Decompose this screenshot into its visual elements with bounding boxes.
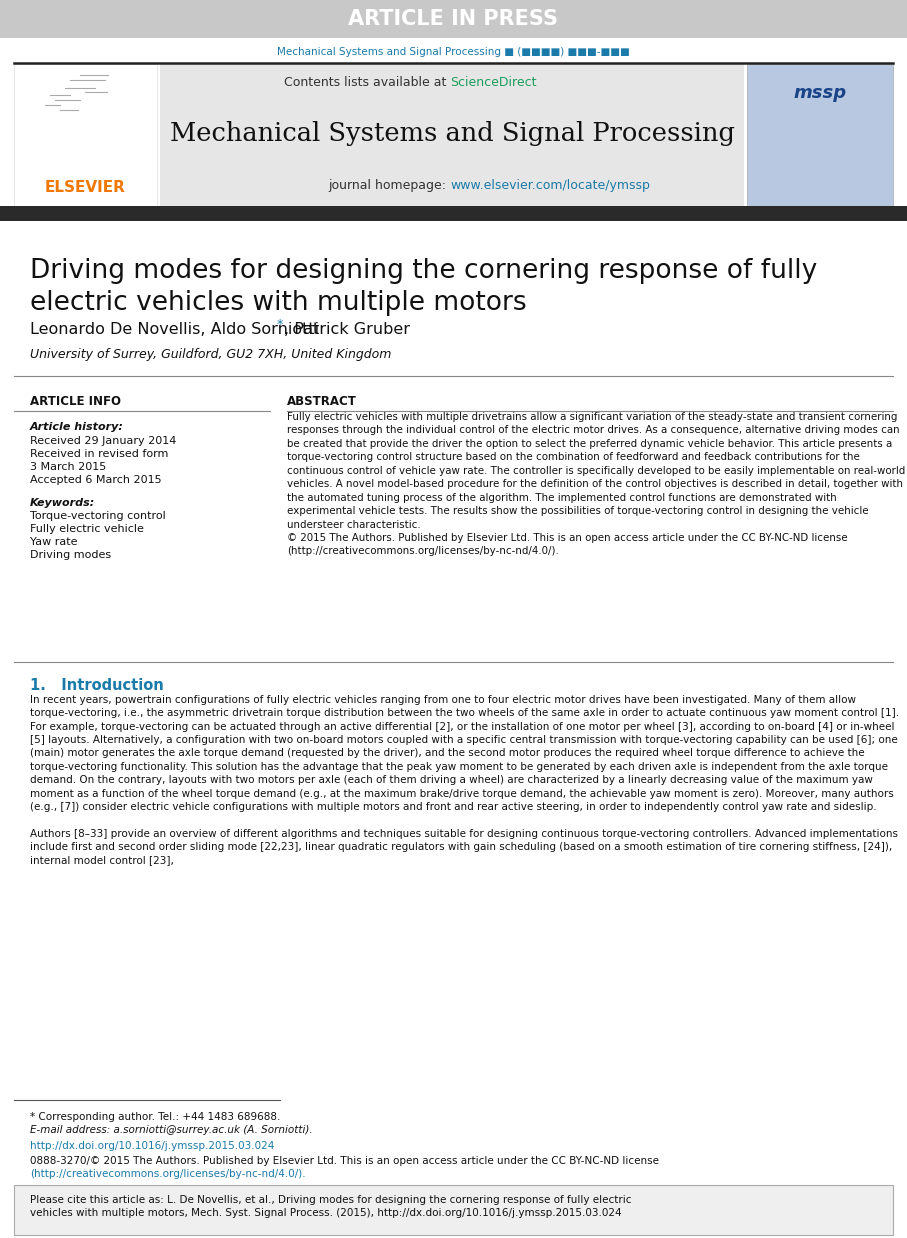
Text: ELSEVIER: ELSEVIER: [44, 181, 125, 196]
Text: electric vehicles with multiple motors: electric vehicles with multiple motors: [30, 290, 527, 316]
Text: Mechanical Systems and Signal Processing: Mechanical Systems and Signal Processing: [170, 120, 735, 146]
Text: Contents lists available at: Contents lists available at: [284, 76, 450, 88]
Bar: [0, 0, 907, 38]
Text: Keywords:: Keywords:: [30, 498, 95, 508]
Bar: [747, 64, 893, 208]
Text: Driving modes: Driving modes: [30, 550, 112, 560]
Text: Leonardo De Novellis, Aldo Sorniotti: Leonardo De Novellis, Aldo Sorniotti: [30, 322, 319, 337]
Bar: [14, 64, 157, 208]
Text: 1.   Introduction: 1. Introduction: [30, 678, 164, 693]
Text: ScienceDirect: ScienceDirect: [450, 76, 537, 88]
Bar: [160, 64, 744, 208]
Text: mssp: mssp: [794, 84, 846, 102]
Text: Yaw rate: Yaw rate: [30, 537, 77, 547]
Text: Fully electric vehicle: Fully electric vehicle: [30, 524, 144, 534]
Bar: [0, 206, 907, 222]
Text: Torque-vectoring control: Torque-vectoring control: [30, 511, 166, 521]
Text: ABSTRACT: ABSTRACT: [287, 395, 356, 409]
Text: 0888-3270/© 2015 The Authors. Published by Elsevier Ltd. This is an open access : 0888-3270/© 2015 The Authors. Published …: [30, 1156, 659, 1166]
Bar: [14, 1185, 893, 1236]
Text: , Patrick Gruber: , Patrick Gruber: [284, 322, 410, 337]
Text: Received in revised form: Received in revised form: [30, 449, 169, 459]
Text: www.elsevier.com/locate/ymssp: www.elsevier.com/locate/ymssp: [450, 178, 650, 192]
Text: Driving modes for designing the cornering response of fully: Driving modes for designing the cornerin…: [30, 258, 817, 284]
Text: http://dx.doi.org/10.1016/j.ymssp.2015.03.024: http://dx.doi.org/10.1016/j.ymssp.2015.0…: [30, 1141, 275, 1151]
Text: * Corresponding author. Tel.: +44 1483 689688.: * Corresponding author. Tel.: +44 1483 6…: [30, 1112, 280, 1122]
Text: Received 29 January 2014: Received 29 January 2014: [30, 436, 176, 446]
Text: journal homepage:: journal homepage:: [328, 178, 450, 192]
Text: University of Surrey, Guildford, GU2 7XH, United Kingdom: University of Surrey, Guildford, GU2 7XH…: [30, 348, 392, 361]
Text: Mechanical Systems and Signal Processing ■ (■■■■) ■■■-■■■: Mechanical Systems and Signal Processing…: [278, 47, 629, 57]
Text: (http://creativecommons.org/licenses/by-nc-nd/4.0/).: (http://creativecommons.org/licenses/by-…: [30, 1169, 306, 1179]
Text: Accepted 6 March 2015: Accepted 6 March 2015: [30, 475, 161, 485]
Text: 3 March 2015: 3 March 2015: [30, 462, 106, 472]
Text: vehicles with multiple motors, Mech. Syst. Signal Process. (2015), http://dx.doi: vehicles with multiple motors, Mech. Sys…: [30, 1208, 621, 1218]
Text: E-mail address: a.sorniotti@surrey.ac.uk (A. Sorniotti).: E-mail address: a.sorniotti@surrey.ac.uk…: [30, 1125, 313, 1135]
Text: ARTICLE INFO: ARTICLE INFO: [30, 395, 121, 409]
Text: Article history:: Article history:: [30, 422, 124, 432]
Text: *: *: [277, 318, 283, 331]
Text: Please cite this article as: L. De Novellis, et al., Driving modes for designing: Please cite this article as: L. De Novel…: [30, 1195, 631, 1205]
Text: ARTICLE IN PRESS: ARTICLE IN PRESS: [348, 9, 559, 28]
Text: In recent years, powertrain configurations of fully electric vehicles ranging fr: In recent years, powertrain configuratio…: [30, 695, 899, 865]
Text: Fully electric vehicles with multiple drivetrains allow a significant variation : Fully electric vehicles with multiple dr…: [287, 412, 905, 556]
